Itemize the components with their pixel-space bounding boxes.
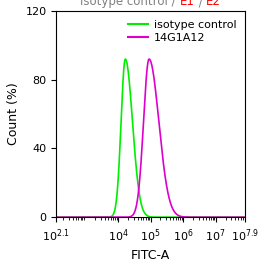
X-axis label: FITC-A: FITC-A (131, 249, 170, 262)
Legend: isotype control, 14G1A12: isotype control, 14G1A12 (124, 16, 239, 47)
Text: isotype control /: isotype control / (80, 0, 180, 8)
Text: /: / (195, 0, 206, 8)
Y-axis label: Count (%): Count (%) (7, 83, 20, 146)
Text: E1: E1 (180, 0, 195, 8)
Text: E2: E2 (206, 0, 221, 8)
